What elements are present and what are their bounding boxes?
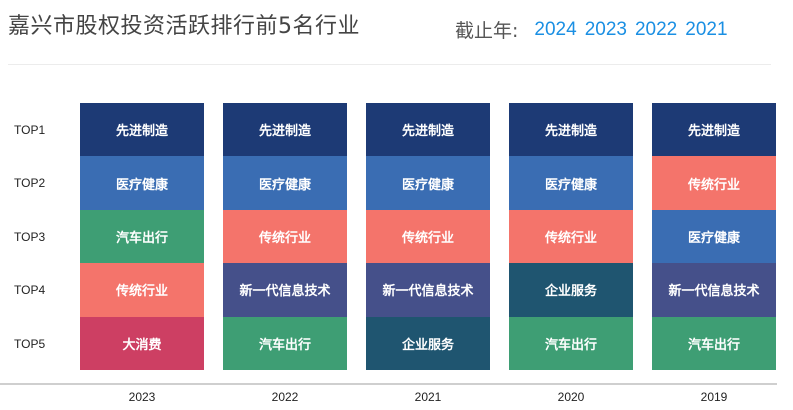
industry-cell[interactable]: 新一代信息技术	[652, 263, 776, 317]
x-axis-line	[0, 383, 777, 385]
column-year-label: 2019	[700, 390, 728, 404]
year-option-2021[interactable]: 2021	[685, 18, 728, 40]
industry-cell[interactable]: 传统行业	[80, 263, 204, 317]
ranking-column-2020: 先进制造 医疗健康 传统行业 企业服务 汽车出行	[509, 103, 633, 370]
industry-cell[interactable]: 新一代信息技术	[223, 263, 347, 317]
rank-label-top5: TOP5	[14, 337, 46, 351]
industry-cell[interactable]: 传统行业	[509, 209, 633, 264]
ranking-column-2022: 先进制造 医疗健康 传统行业 新一代信息技术 汽车出行	[223, 103, 347, 370]
industry-cell[interactable]: 大消费	[80, 316, 204, 370]
industry-cell[interactable]: 汽车出行	[223, 316, 347, 370]
year-filter: 截止年: 2024 2023 2022 2021	[455, 16, 736, 43]
ranking-column-2021: 先进制造 医疗健康 传统行业 新一代信息技术 企业服务	[366, 103, 490, 370]
industry-cell[interactable]: 先进制造	[366, 103, 490, 157]
industry-cell[interactable]: 企业服务	[509, 263, 633, 317]
column-year-label: 2022	[271, 390, 299, 404]
industry-cell[interactable]: 传统行业	[223, 209, 347, 264]
industry-cell[interactable]: 先进制造	[509, 103, 633, 157]
column-year-label: 2020	[557, 390, 585, 404]
industry-cell[interactable]: 传统行业	[652, 156, 776, 210]
year-filter-label: 截止年:	[455, 20, 519, 42]
industry-cell[interactable]: 汽车出行	[80, 209, 204, 264]
column-year-label: 2021	[414, 390, 442, 404]
industry-cell[interactable]: 先进制造	[80, 103, 204, 157]
industry-cell[interactable]: 医疗健康	[80, 156, 204, 210]
year-option-2024[interactable]: 2024	[534, 18, 577, 40]
rank-label-top3: TOP3	[14, 230, 46, 244]
rank-label-top4: TOP4	[14, 283, 46, 297]
industry-cell[interactable]: 新一代信息技术	[366, 263, 490, 317]
industry-cell[interactable]: 企业服务	[366, 316, 490, 370]
header-divider	[8, 64, 771, 65]
ranking-column-2023: 先进制造 医疗健康 汽车出行 传统行业 大消费	[80, 103, 204, 370]
industry-cell[interactable]: 医疗健康	[652, 209, 776, 264]
industry-cell[interactable]: 汽车出行	[509, 316, 633, 370]
industry-cell[interactable]: 先进制造	[223, 103, 347, 157]
industry-cell[interactable]: 医疗健康	[366, 156, 490, 210]
rank-label-top1: TOP1	[14, 123, 46, 137]
industry-cell[interactable]: 医疗健康	[509, 156, 633, 210]
industry-cell[interactable]: 医疗健康	[223, 156, 347, 210]
year-option-2022[interactable]: 2022	[634, 18, 678, 40]
industry-cell[interactable]: 先进制造	[652, 103, 776, 157]
year-option-2023[interactable]: 2023	[584, 18, 627, 40]
page-title: 嘉兴市股权投资活跃排行前5名行业	[8, 14, 360, 39]
industry-cell[interactable]: 传统行业	[366, 209, 490, 264]
column-year-label: 2023	[128, 390, 156, 404]
industry-cell[interactable]: 汽车出行	[652, 316, 776, 370]
rank-label-top2: TOP2	[14, 176, 46, 190]
ranking-column-2019: 先进制造 传统行业 医疗健康 新一代信息技术 汽车出行	[652, 103, 776, 370]
